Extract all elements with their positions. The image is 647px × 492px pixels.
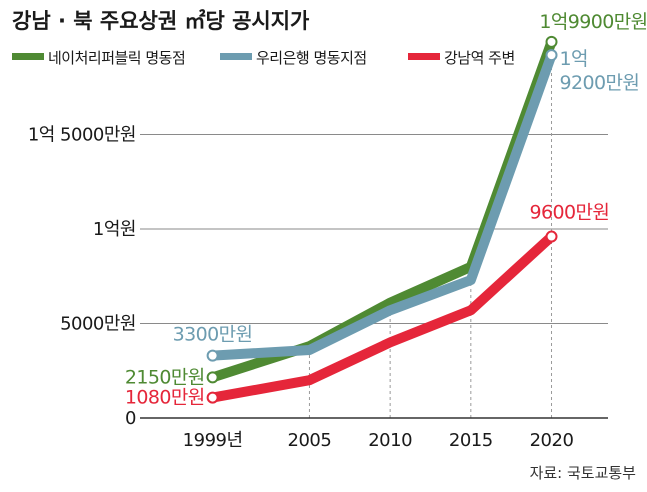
chart-title: 강남 · 북 주요상권 ㎡당 공시지가 xyxy=(12,9,310,33)
legend-swatch xyxy=(220,53,252,60)
y-tick-label: 5000만원 xyxy=(60,314,136,335)
data-point-marker xyxy=(545,230,558,243)
data-label-line: 3300만원 xyxy=(173,324,253,346)
x-tick-label: 2005 xyxy=(288,430,332,451)
legend: 네이처리퍼블릭 명동점 우리은행 명동지점 강남역 주변 xyxy=(12,49,515,67)
data-point-marker xyxy=(206,371,219,384)
data-label: 9600만원 xyxy=(530,202,610,224)
x-tick-label: 2015 xyxy=(449,430,493,451)
data-label: 3300만원 xyxy=(173,324,253,346)
legend-label: 우리은행 명동지점 xyxy=(256,49,367,67)
data-label: 1080만원 xyxy=(125,387,205,409)
series-line-2 xyxy=(211,232,555,403)
data-point-marker xyxy=(206,349,219,362)
x-tick-label: 2010 xyxy=(368,430,412,451)
y-tick-label: 1억 5000만원 xyxy=(28,125,136,146)
data-point-marker xyxy=(206,391,219,404)
y-tick-label: 0 xyxy=(125,408,136,429)
legend-label: 강남역 주변 xyxy=(444,49,515,67)
data-label-line: 2150만원 xyxy=(125,366,205,388)
x-tick-label: 1999년 xyxy=(183,430,243,451)
data-point-marker xyxy=(545,35,558,48)
data-label-line: 1080만원 xyxy=(125,387,205,409)
data-label: 2150만원 xyxy=(125,366,205,388)
legend-swatch xyxy=(408,53,440,60)
data-label: 1억9900만원 xyxy=(539,11,647,33)
source-note: 자료: 국토교통부 xyxy=(530,464,637,482)
legend-label: 네이처리퍼블릭 명동점 xyxy=(48,49,185,67)
data-label-line: 9200만원 xyxy=(560,72,640,94)
data-point-marker xyxy=(545,49,558,62)
data-label-line: 1억9900만원 xyxy=(539,11,647,33)
data-label-line: 1억 xyxy=(560,48,588,70)
data-label: 1억 9200만원 xyxy=(560,48,640,94)
y-tick-label: 1억원 xyxy=(93,219,136,240)
x-tick-label: 2020 xyxy=(530,430,574,451)
series-line-1 xyxy=(212,53,557,361)
data-label-line: 9600만원 xyxy=(530,202,610,224)
legend-swatch xyxy=(12,53,44,60)
